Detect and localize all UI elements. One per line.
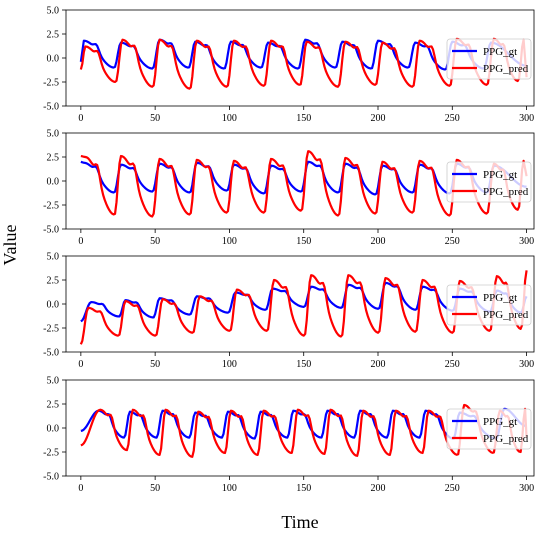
y-tick-label: 0.0 <box>47 424 60 435</box>
x-tick-label: 50 <box>150 236 160 247</box>
x-tick-label: 0 <box>78 113 83 124</box>
y-tick-label: 5.0 <box>47 252 60 263</box>
y-tick-label: 2.5 <box>47 153 60 164</box>
x-tick-label: 200 <box>371 359 386 370</box>
legend: PPG_gt PPG_pred <box>446 161 532 203</box>
y-tick-label: -5.0 <box>43 102 59 113</box>
x-tick-label: 200 <box>371 113 386 124</box>
x-tick-label: 150 <box>296 359 311 370</box>
y-tick-label: 0.0 <box>47 300 60 311</box>
subplot-1: -5.0 -2.5 0.0 2.5 5.0 0 50 100 150 200 250 300 PPG_g… <box>43 6 535 124</box>
series-line-PPG_pred <box>79 270 528 345</box>
x-tick-label: 100 <box>222 236 237 247</box>
y-tick-label: 0.0 <box>47 177 60 188</box>
x-tick-label: 50 <box>150 483 160 494</box>
y-tick-label: -2.5 <box>43 201 59 212</box>
legend-label-PPG_pred: PPG_pred <box>483 433 529 445</box>
y-tick-label: 5.0 <box>47 6 60 17</box>
legend: PPG_gt PPG_pred <box>446 38 532 80</box>
subplot-panels: -5.0 -2.5 0.0 2.5 5.0 0 50 100 150 200 250 300 PPG_g… <box>43 6 535 494</box>
x-tick-label: 100 <box>222 113 237 124</box>
y-tick-label: 2.5 <box>47 276 60 287</box>
legend-label-PPG_pred: PPG_pred <box>483 186 529 198</box>
y-tick-label: 5.0 <box>47 129 60 140</box>
legend: PPG_gt PPG_pred <box>446 408 532 450</box>
y-tick-label: -5.0 <box>43 348 59 359</box>
x-tick-label: 100 <box>222 359 237 370</box>
x-tick-label: 150 <box>296 236 311 247</box>
legend-label-PPG_gt: PPG_gt <box>483 169 517 181</box>
x-tick-label: 0 <box>78 359 83 370</box>
legend-label-PPG_gt: PPG_gt <box>483 46 517 58</box>
x-tick-label: 250 <box>445 359 460 370</box>
legend-label-PPG_pred: PPG_pred <box>483 309 529 321</box>
x-tick-label: 300 <box>519 359 534 370</box>
legend-label-PPG_pred: PPG_pred <box>483 63 529 75</box>
legend: PPG_gt PPG_pred <box>446 284 532 326</box>
x-tick-label: 0 <box>78 236 83 247</box>
x-tick-label: 250 <box>445 236 460 247</box>
subplot-3: -5.0 -2.5 0.0 2.5 5.0 0 50 100 150 200 250 300 PPG_g… <box>43 252 535 370</box>
x-tick-label: 0 <box>78 483 83 494</box>
y-tick-label: -5.0 <box>43 472 59 483</box>
x-tick-label: 50 <box>150 113 160 124</box>
x-tick-label: 300 <box>519 113 534 124</box>
x-tick-label: 150 <box>296 113 311 124</box>
legend-label-PPG_gt: PPG_gt <box>483 416 517 428</box>
y-tick-label: -2.5 <box>43 324 59 335</box>
y-axis-title: Value <box>0 224 20 265</box>
legend-label-PPG_gt: PPG_gt <box>483 292 517 304</box>
y-tick-label: 2.5 <box>47 400 60 411</box>
y-tick-label: -5.0 <box>43 225 59 236</box>
y-tick-label: -2.5 <box>43 448 59 459</box>
x-tick-label: 50 <box>150 359 160 370</box>
x-tick-label: 150 <box>296 483 311 494</box>
x-axis-title: Time <box>281 512 318 532</box>
x-tick-label: 200 <box>371 236 386 247</box>
series-line-PPG_pred <box>80 403 528 458</box>
y-tick-label: 5.0 <box>47 376 60 387</box>
x-tick-label: 100 <box>222 483 237 494</box>
x-tick-label: 300 <box>519 483 534 494</box>
x-tick-label: 250 <box>445 113 460 124</box>
x-tick-label: 250 <box>445 483 460 494</box>
subplot-4: -5.0 -2.5 0.0 2.5 5.0 0 50 100 150 200 250 300 PPG_g… <box>43 376 535 494</box>
subplot-2: -5.0 -2.5 0.0 2.5 5.0 0 50 100 150 200 250 300 PPG_g… <box>43 129 535 247</box>
y-tick-label: 2.5 <box>47 30 60 41</box>
y-tick-label: 0.0 <box>47 54 60 65</box>
x-tick-label: 300 <box>519 236 534 247</box>
x-tick-label: 200 <box>371 483 386 494</box>
y-tick-label: -2.5 <box>43 78 59 89</box>
